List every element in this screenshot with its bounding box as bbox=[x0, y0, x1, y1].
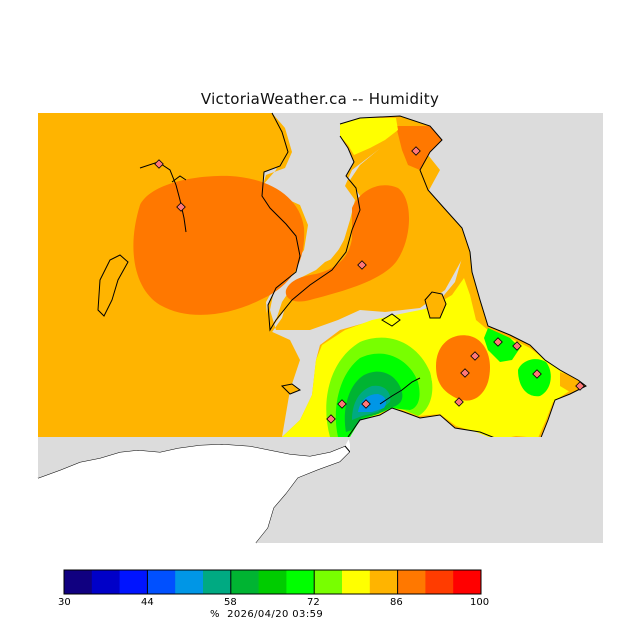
coastline-east bbox=[339, 115, 587, 441]
island-west bbox=[97, 254, 129, 317]
coastline-inlet bbox=[261, 112, 361, 332]
legend-swatch bbox=[64, 570, 93, 594]
station-marker[interactable] bbox=[154, 159, 164, 169]
island-small-2 bbox=[381, 313, 401, 327]
legend-swatch bbox=[314, 570, 343, 594]
legend-swatch bbox=[286, 570, 315, 594]
contour-west-orange bbox=[133, 175, 305, 315]
water-southwest bbox=[38, 437, 350, 478]
legend-swatch bbox=[342, 570, 371, 594]
legend-swatch bbox=[175, 570, 204, 594]
legend-swatch bbox=[453, 570, 482, 594]
timestamp: 2026/04/20 03:59 bbox=[227, 609, 324, 620]
station-marker[interactable] bbox=[326, 414, 336, 424]
island-small-1 bbox=[280, 383, 302, 395]
legend-swatch bbox=[147, 570, 176, 594]
contour-east-orange bbox=[436, 335, 490, 401]
station-marker[interactable] bbox=[460, 368, 470, 378]
station-marker[interactable] bbox=[361, 399, 371, 409]
island-north bbox=[424, 291, 447, 319]
legend-tick-marks bbox=[63, 570, 482, 594]
legend-swatch bbox=[119, 570, 148, 594]
station-marker[interactable] bbox=[493, 337, 503, 347]
legend-tick-label-2: 58 bbox=[224, 597, 237, 608]
contour-east-green-spot2 bbox=[518, 359, 551, 397]
legend-swatch bbox=[425, 570, 454, 594]
legend-swatch bbox=[258, 570, 287, 594]
legend-swatch bbox=[230, 570, 260, 594]
legend-tick-label-1: 44 bbox=[141, 597, 154, 608]
station-marker[interactable] bbox=[357, 260, 367, 270]
legend-swatch bbox=[369, 570, 399, 594]
station-marker[interactable] bbox=[512, 341, 522, 351]
units-label: % bbox=[210, 609, 220, 620]
harbour-outline bbox=[379, 377, 421, 405]
station-marker[interactable] bbox=[454, 397, 464, 407]
contour-inlet-orange bbox=[285, 185, 410, 302]
legend-caption: % 2026/04/20 03:59 bbox=[210, 609, 323, 620]
legend-swatch bbox=[397, 570, 426, 594]
legend-swatch bbox=[203, 570, 232, 594]
station-marker[interactable] bbox=[411, 146, 421, 156]
station-marker[interactable] bbox=[470, 351, 480, 361]
land-south bbox=[38, 444, 350, 543]
lake-line-2 bbox=[171, 175, 187, 183]
station-markers bbox=[154, 146, 585, 424]
legend-tick-label-4: 86 bbox=[390, 597, 403, 608]
contour-north-yellow bbox=[340, 118, 398, 155]
station-marker[interactable] bbox=[337, 399, 347, 409]
contour-east-green-spot bbox=[484, 328, 520, 362]
legend-color-bar bbox=[64, 570, 482, 594]
contour-north-orange bbox=[396, 126, 442, 170]
legend-tick-label-3: 72 bbox=[307, 597, 320, 608]
station-marker[interactable] bbox=[532, 369, 542, 379]
map-title: VictoriaWeather.ca -- Humidity bbox=[200, 90, 440, 108]
water-olympic-strait bbox=[256, 437, 603, 543]
legend-tick-label-0: 30 bbox=[58, 597, 71, 608]
legend-tick-label-5: 100 bbox=[470, 597, 490, 608]
legend-swatch bbox=[91, 570, 121, 594]
station-marker[interactable] bbox=[176, 202, 186, 212]
station-marker[interactable] bbox=[575, 381, 585, 391]
